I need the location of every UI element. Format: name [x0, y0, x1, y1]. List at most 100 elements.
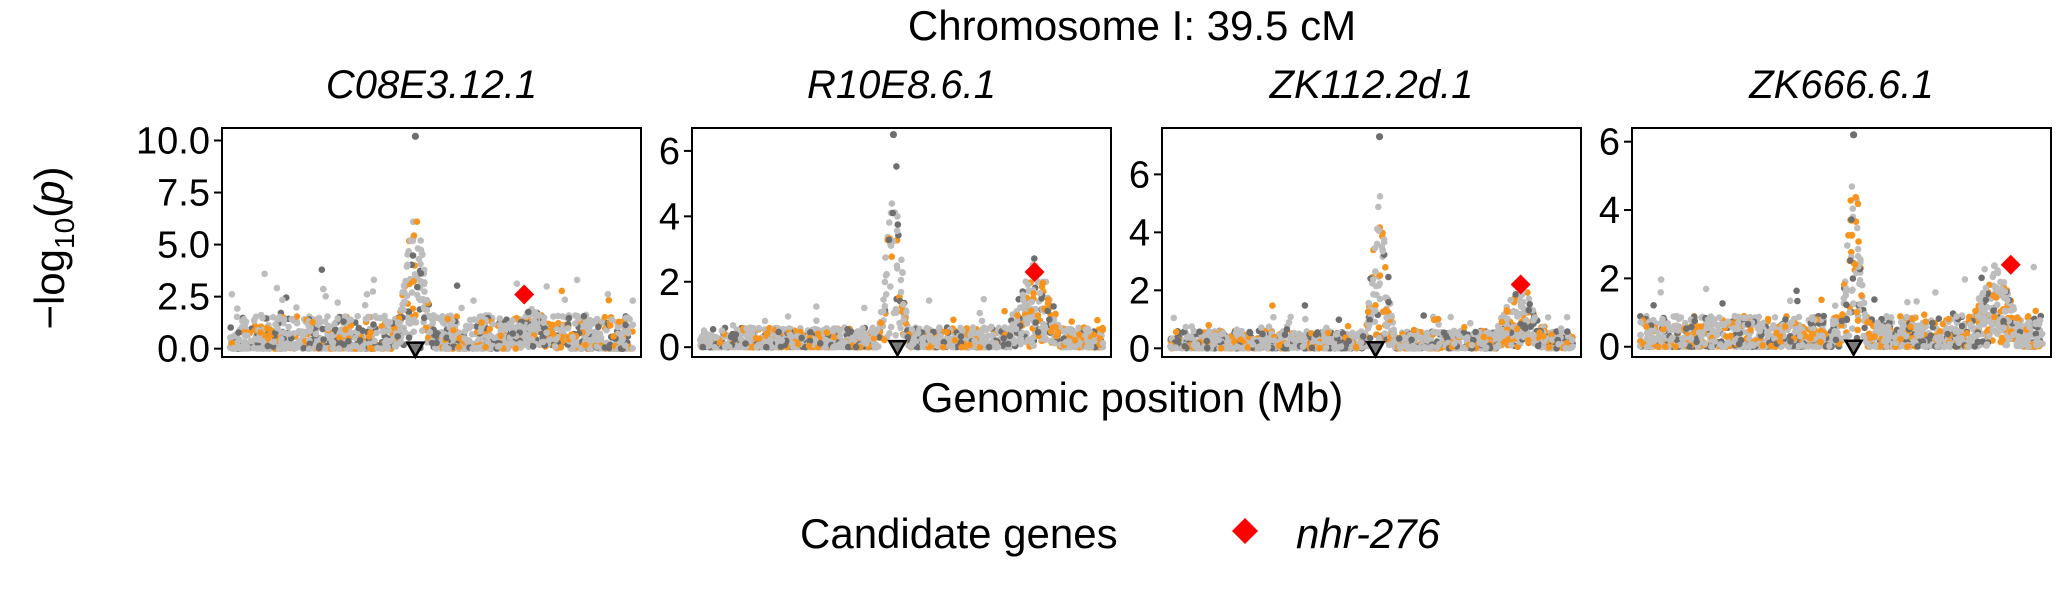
y-tick-label: 4 — [659, 196, 680, 238]
candidate-gene-marker — [514, 284, 535, 305]
data-point — [844, 343, 852, 351]
data-point — [1210, 334, 1217, 341]
data-point — [881, 302, 889, 310]
data-point — [458, 304, 465, 312]
data-point — [320, 285, 327, 293]
data-point — [1234, 328, 1242, 336]
data-point — [601, 344, 609, 351]
data-point — [761, 317, 769, 325]
data-point — [361, 301, 369, 309]
data-point — [264, 342, 272, 350]
data-point — [487, 342, 494, 349]
data-point — [1249, 341, 1257, 348]
data-point — [426, 328, 434, 336]
y-tick-label: 4 — [1599, 190, 1620, 232]
data-point — [1308, 344, 1316, 352]
data-point — [331, 320, 338, 328]
data-point — [509, 317, 516, 324]
data-point — [413, 291, 421, 299]
data-point — [629, 345, 636, 352]
data-point — [1068, 318, 1075, 325]
data-point — [352, 342, 360, 350]
data-point — [597, 336, 605, 344]
data-point — [746, 325, 754, 333]
data-point — [1014, 312, 1021, 319]
data-point — [320, 336, 327, 343]
data-point — [892, 332, 899, 339]
data-point — [705, 331, 712, 338]
data-point — [525, 308, 532, 316]
data-point — [1359, 333, 1367, 340]
data-point — [1503, 330, 1510, 337]
data-point — [549, 321, 556, 329]
data-point — [1031, 255, 1038, 262]
data-point — [898, 256, 905, 264]
data-point — [1364, 308, 1372, 316]
data-point — [881, 336, 888, 344]
data-point — [1275, 342, 1283, 350]
y-tick-label: 6 — [1599, 122, 1620, 164]
data-point — [904, 333, 912, 341]
data-point — [397, 338, 405, 346]
data-point — [405, 334, 413, 342]
data-point — [467, 323, 475, 330]
data-point — [1382, 264, 1389, 271]
data-point — [1352, 344, 1360, 352]
data-point — [1501, 338, 1509, 346]
data-point — [475, 344, 482, 352]
data-point — [862, 340, 870, 347]
data-point — [1376, 295, 1384, 303]
data-point — [1366, 334, 1374, 342]
data-point — [1719, 300, 1726, 307]
data-point — [872, 343, 879, 351]
data-point — [755, 324, 763, 332]
data-point — [453, 282, 461, 290]
data-point — [830, 333, 838, 341]
data-point — [316, 342, 323, 350]
data-point — [373, 329, 380, 337]
data-point — [950, 316, 957, 324]
points — [226, 132, 637, 353]
data-point — [817, 340, 824, 347]
data-point — [729, 330, 736, 338]
data-point — [2032, 307, 2039, 315]
data-point — [280, 316, 288, 323]
data-point — [1508, 341, 1515, 349]
data-point — [1258, 324, 1265, 331]
data-point — [1041, 323, 1049, 330]
data-point — [880, 296, 887, 303]
data-point — [1172, 328, 1180, 336]
data-point — [437, 315, 444, 323]
y-tick-label: 2.5 — [157, 277, 210, 319]
data-point — [1265, 323, 1273, 331]
data-point — [324, 322, 332, 330]
data-point — [604, 290, 612, 298]
data-point — [405, 308, 413, 316]
data-point — [1507, 296, 1514, 304]
data-point — [227, 324, 234, 331]
data-point — [1050, 303, 1057, 310]
data-point — [1322, 344, 1330, 351]
data-point — [622, 314, 630, 322]
data-point — [910, 340, 917, 348]
data-point — [1375, 227, 1383, 234]
data-point — [377, 345, 385, 353]
data-point — [979, 338, 987, 346]
data-point — [1203, 337, 1211, 345]
data-point — [1337, 343, 1345, 350]
data-point — [1259, 330, 1266, 338]
data-point — [1172, 344, 1180, 351]
data-point — [315, 314, 323, 322]
data-point — [270, 338, 278, 346]
data-point — [582, 341, 589, 349]
data-point — [1085, 339, 1092, 347]
data-point — [1044, 307, 1051, 315]
data-point — [1331, 344, 1338, 352]
data-point — [925, 297, 933, 304]
data-point — [362, 315, 370, 323]
data-point — [900, 316, 908, 323]
data-point — [366, 344, 374, 352]
data-point — [414, 283, 421, 291]
y-tick-label: 2 — [659, 262, 680, 304]
